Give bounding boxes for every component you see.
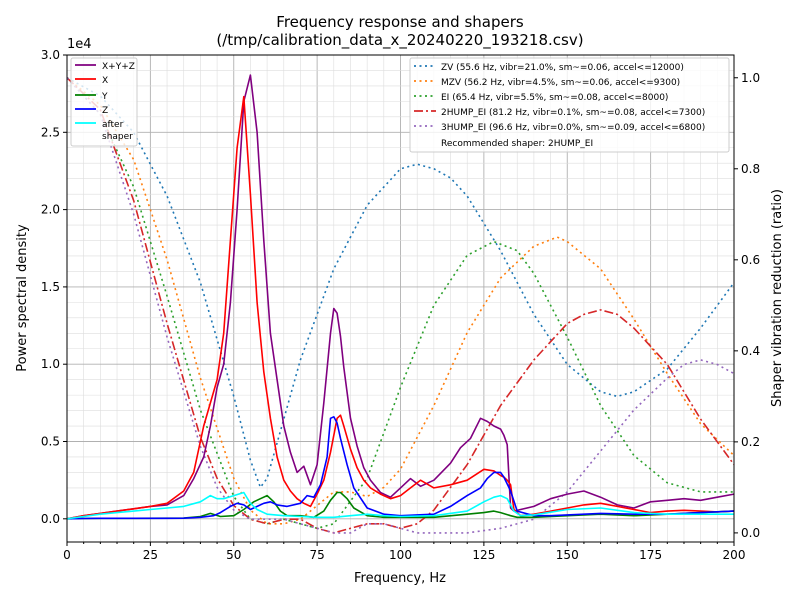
- shaper-curves: [66, 77, 735, 534]
- chart-title: Frequency response and shapers: [276, 13, 524, 31]
- x-tick-label: 50: [226, 548, 241, 562]
- x-tick-label: 150: [556, 548, 579, 562]
- x-tick-label: 25: [143, 548, 158, 562]
- y2-tick-label: 0.4: [741, 344, 760, 358]
- psd-line-4: [66, 491, 734, 520]
- x-axis-label: Frequency, Hz: [354, 571, 446, 586]
- y-tick-label: 1.0: [41, 357, 60, 371]
- y2-axis-label: Shaper vibration reduction (ratio): [770, 189, 785, 407]
- psd-line-0: [66, 74, 735, 520]
- y2-tick-label: 0.0: [741, 526, 760, 540]
- y-axis-ticks: 0.0 0.5 1.0 1.5 2.0 2.5 3.0: [41, 48, 67, 526]
- y2-tick-label: 0.8: [741, 162, 760, 176]
- y-axis-label: Power spectral density: [15, 224, 30, 372]
- x-tick-label: 125: [472, 548, 495, 562]
- legend-psd-label: X+Y+Z: [102, 62, 135, 72]
- y-tick-label: 3.0: [41, 48, 60, 62]
- legend-psd-box: [70, 57, 138, 147]
- shaper-line-1: [66, 77, 735, 525]
- psd-line-3: [66, 416, 735, 520]
- legend-shaper-label: MZV (56.2 Hz, vibr=4.5%, sm~=0.06, accel…: [441, 78, 680, 88]
- legend-shapers-box: [409, 57, 730, 153]
- y-tick-label: 0.5: [41, 435, 60, 449]
- y2-tick-label: 0.6: [741, 253, 760, 267]
- legend-psd-label: Y: [101, 92, 108, 102]
- legend-psd-label: after: [102, 120, 124, 130]
- y-tick-label: 0.0: [41, 512, 60, 526]
- x-tick-label: 175: [639, 548, 662, 562]
- legend-shaper-label: 3HUMP_EI (96.6 Hz, vibr=0.0%, sm~=0.09, …: [441, 123, 705, 133]
- x-axis-ticks: 0 25 50 75 100 125 150 175 200: [63, 542, 745, 562]
- legend-psd-label: X: [102, 76, 108, 86]
- legend-shapers: ZV (55.6 Hz, vibr=21.0%, sm~=0.06, accel…: [409, 57, 730, 153]
- psd-line-1: [66, 95, 735, 520]
- y-offset-label: 1e4: [67, 37, 92, 52]
- legend-shaper-label: EI (65.4 Hz, vibr=5.5%, sm~=0.08, accel<…: [441, 93, 668, 103]
- legend-shaper-label: 2HUMP_EI (81.2 Hz, vibr=0.1%, sm~=0.08, …: [441, 108, 705, 118]
- psd-line-2: [66, 491, 735, 520]
- x-tick-label: 0: [63, 548, 71, 562]
- x-tick-label: 75: [309, 548, 324, 562]
- y2-axis-ticks: 0.0 0.2 0.4 0.6 0.8 1.0: [734, 71, 760, 540]
- x-tick-label: 100: [389, 548, 412, 562]
- chart-subtitle: (/tmp/calibration_data_x_20240220_193218…: [216, 31, 583, 50]
- legend-psd-label: Z: [102, 106, 108, 116]
- y2-tick-label: 1.0: [741, 71, 760, 85]
- y-tick-label: 2.0: [41, 203, 60, 217]
- psd-curves: [66, 74, 735, 520]
- legend-psd-label: shaper: [102, 132, 133, 142]
- x-tick-label: 200: [723, 548, 746, 562]
- y2-tick-label: 0.2: [741, 435, 760, 449]
- recommended-shaper-text: Recommended shaper: 2HUMP_EI: [441, 139, 593, 149]
- shaper-line-4: [66, 77, 735, 534]
- y-tick-label: 2.5: [41, 125, 60, 139]
- legend-shaper-label: ZV (55.6 Hz, vibr=21.0%, sm~=0.06, accel…: [441, 63, 684, 73]
- y-tick-label: 1.5: [41, 280, 60, 294]
